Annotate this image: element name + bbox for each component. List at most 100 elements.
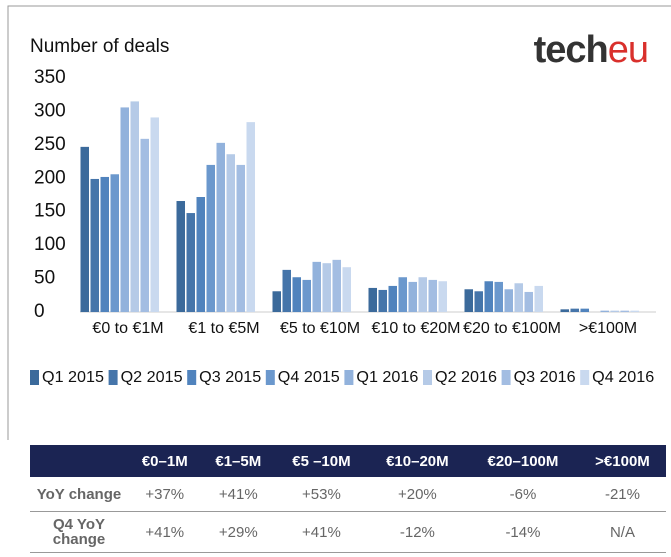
summary-table: €0–1M €1–5M €5 –10M €10–20M €20–100M >€100M Y… bbox=[30, 445, 666, 553]
logo-accent: eu bbox=[608, 29, 648, 71]
bar bbox=[100, 176, 109, 312]
bar bbox=[630, 310, 639, 312]
column-header: €1–5M bbox=[201, 445, 276, 477]
table-cell: +37% bbox=[128, 477, 202, 512]
y-tick-label: 50 bbox=[34, 268, 55, 289]
bar bbox=[378, 289, 387, 312]
legend-label: Q3 2016 bbox=[514, 369, 576, 386]
bar bbox=[620, 310, 629, 312]
bar bbox=[90, 178, 99, 312]
y-tick-label: 100 bbox=[34, 234, 66, 255]
bar bbox=[514, 283, 523, 312]
table-cell: N/A bbox=[578, 511, 666, 553]
bar bbox=[246, 122, 255, 312]
legend-label: Q2 2016 bbox=[435, 369, 497, 386]
bar bbox=[216, 142, 225, 312]
table-cell: +20% bbox=[367, 477, 467, 512]
table-header: €0–1M €1–5M €5 –10M €10–20M €20–100M >€100M bbox=[30, 445, 666, 477]
legend-label: Q4 2015 bbox=[278, 369, 340, 386]
x-tick-label: €1 to €5M bbox=[188, 320, 259, 337]
legend-swatch bbox=[265, 370, 275, 385]
bar bbox=[408, 281, 417, 312]
bar bbox=[560, 309, 569, 312]
bar bbox=[534, 285, 543, 312]
y-tick-label: 200 bbox=[34, 167, 66, 188]
table-cell: -12% bbox=[367, 511, 467, 553]
column-header: €0–1M bbox=[128, 445, 202, 477]
bar bbox=[110, 174, 119, 312]
frame bbox=[7, 5, 671, 440]
bar bbox=[282, 269, 291, 312]
table-cell: +41% bbox=[128, 511, 202, 553]
legend-label: Q1 2016 bbox=[356, 369, 418, 386]
bar bbox=[186, 213, 195, 312]
bar bbox=[580, 308, 589, 312]
legend-label: Q1 2015 bbox=[42, 369, 104, 386]
y-tick-label: 250 bbox=[34, 134, 66, 155]
bar bbox=[438, 281, 447, 312]
bar bbox=[292, 277, 301, 312]
legend-swatch bbox=[187, 370, 197, 385]
legend-label: Q3 2015 bbox=[199, 369, 261, 386]
y-tick-label: 350 bbox=[34, 67, 66, 88]
table-row: Q4 YoY change +41% +29% +41% -12% -14% N/A bbox=[30, 511, 666, 553]
table-cell: -14% bbox=[466, 511, 579, 553]
legend-swatch bbox=[108, 370, 118, 385]
logo: techeu bbox=[534, 29, 648, 71]
x-tick-label: >€100M bbox=[579, 320, 637, 337]
chart: Number of deals techeu 0 50 100 150 200 250 30… bbox=[7, 5, 671, 440]
y-axis-label: Number of deals bbox=[30, 36, 169, 57]
table-cell: -21% bbox=[578, 477, 666, 512]
legend-swatch bbox=[501, 370, 511, 385]
column-header: €5 –10M bbox=[275, 445, 368, 477]
column-header: €10–20M bbox=[367, 445, 467, 477]
bar bbox=[428, 279, 437, 312]
bar bbox=[464, 289, 473, 312]
bar bbox=[140, 138, 149, 312]
bar bbox=[600, 310, 609, 312]
bar bbox=[302, 279, 311, 312]
bar bbox=[322, 263, 331, 312]
bar bbox=[226, 154, 235, 312]
bar bbox=[388, 285, 397, 312]
bar bbox=[342, 267, 351, 312]
bar bbox=[206, 164, 215, 312]
row-label: YoY change bbox=[30, 477, 128, 512]
column-header: €20–100M bbox=[466, 445, 579, 477]
x-tick-label: €5 to €10M bbox=[280, 320, 360, 337]
bar bbox=[398, 277, 407, 312]
column-header: >€100M bbox=[578, 445, 666, 477]
bar bbox=[236, 164, 245, 312]
bar bbox=[524, 291, 533, 312]
bar bbox=[130, 101, 139, 313]
bar bbox=[610, 310, 619, 312]
logo-main: tech bbox=[534, 29, 608, 71]
table-cell: +41% bbox=[275, 511, 368, 553]
bar bbox=[504, 289, 513, 312]
bar bbox=[474, 291, 483, 312]
x-tick-label: €10 to €20M bbox=[372, 320, 461, 337]
table-cell: +29% bbox=[201, 511, 276, 553]
bar bbox=[332, 259, 341, 312]
y-tick-label: 150 bbox=[34, 201, 66, 222]
y-tick-label: 300 bbox=[34, 100, 66, 121]
legend-label: Q2 2015 bbox=[121, 369, 183, 386]
x-tick-label: €0 to €1M bbox=[92, 320, 163, 337]
bar bbox=[80, 146, 89, 312]
bar bbox=[484, 281, 493, 312]
bar bbox=[312, 261, 321, 312]
bar bbox=[176, 201, 185, 312]
x-tick-label: €20 to €100M bbox=[463, 320, 561, 337]
row-label: Q4 YoY change bbox=[30, 511, 128, 553]
bar bbox=[272, 291, 281, 312]
bar bbox=[570, 308, 579, 312]
bar bbox=[150, 117, 159, 313]
corner bbox=[30, 445, 128, 477]
table-row: YoY change +37% +41% +53% +20% -6% -21% bbox=[30, 477, 666, 512]
legend-swatch bbox=[30, 370, 39, 385]
table-cell: +53% bbox=[275, 477, 368, 512]
legend-swatch bbox=[344, 370, 354, 385]
table-cell: -6% bbox=[466, 477, 579, 512]
legend-swatch bbox=[580, 370, 590, 385]
